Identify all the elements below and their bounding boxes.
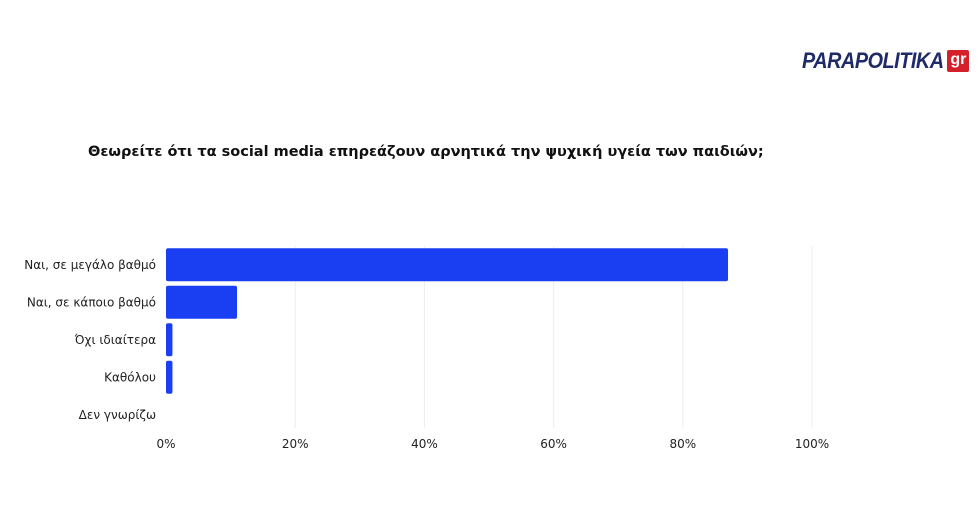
- bar: [166, 248, 729, 282]
- bar: [166, 360, 173, 394]
- logo-gr-badge: gr: [947, 50, 970, 72]
- bars: [166, 248, 729, 394]
- x-tick-label: 100%: [795, 437, 829, 451]
- bar: [166, 323, 173, 357]
- x-tick-label: 60%: [540, 437, 567, 451]
- category-label: Ναι, σε κάποιο βαθμό: [27, 295, 156, 309]
- category-label: Όχι ιδιαίτερα: [74, 333, 156, 347]
- x-tick-label: 0%: [156, 437, 175, 451]
- x-tick-label: 40%: [411, 437, 438, 451]
- x-axis-tick-labels: 0% 20% 40% 60% 80% 100%: [156, 437, 829, 451]
- category-label: Δεν γνωρίζω: [79, 408, 156, 422]
- bar: [166, 285, 238, 319]
- chart-title: Θεωρείτε ότι τα social media επηρεάζουν …: [88, 144, 764, 160]
- category-label: Καθόλου: [104, 370, 156, 384]
- parapolitika-logo: PARAPOLITIKA gr: [802, 46, 970, 76]
- x-tick-label: 20%: [282, 437, 309, 451]
- category-label: Ναι, σε μεγάλο βαθμό: [24, 258, 156, 272]
- category-labels: Ναι, σε μεγάλο βαθμό Ναι, σε κάποιο βαθμό…: [24, 258, 156, 422]
- logo-wordmark: PARAPOLITIKA: [802, 48, 944, 73]
- x-tick-label: 80%: [669, 437, 696, 451]
